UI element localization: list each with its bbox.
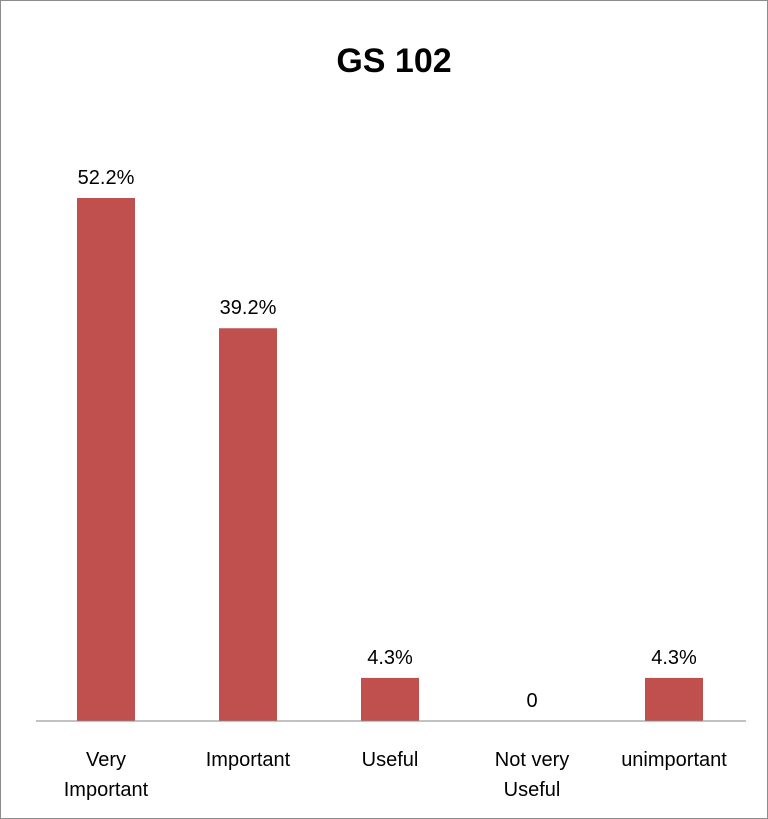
bar (219, 328, 277, 721)
bar (645, 677, 703, 721)
data-label: 52.2% (78, 167, 135, 189)
x-tick-label-line: Useful (362, 749, 419, 771)
x-tick-label-line: unimportant (621, 749, 727, 771)
x-tick-label-line: Not very (495, 749, 569, 771)
x-tick-label: unimportant (621, 749, 727, 771)
bar (77, 198, 135, 721)
x-tick-label-line: Useful (504, 779, 561, 801)
x-tick-label-line: Important (206, 749, 291, 771)
x-tick-label-line: Important (64, 779, 149, 801)
x-tick-label: Very Important (64, 749, 149, 801)
data-labels-group: 52.2% 39.2% 4.3% 0 4.3% (78, 167, 697, 712)
x-tick-label: Useful (362, 749, 419, 771)
chart-title: GS 102 (336, 42, 451, 80)
bar (361, 677, 419, 721)
data-label: 0 (526, 690, 537, 712)
x-tick-label-line: Very (86, 749, 126, 771)
x-tick-label: Not very Useful (495, 749, 569, 801)
x-tick-label: Important (206, 749, 291, 771)
bars-group (77, 198, 703, 721)
data-label: 39.2% (220, 297, 277, 319)
x-tick-labels-group: Very Important Important Useful Not very Usef… (64, 749, 727, 801)
data-label: 4.3% (651, 647, 697, 669)
data-label: 4.3% (367, 647, 413, 669)
